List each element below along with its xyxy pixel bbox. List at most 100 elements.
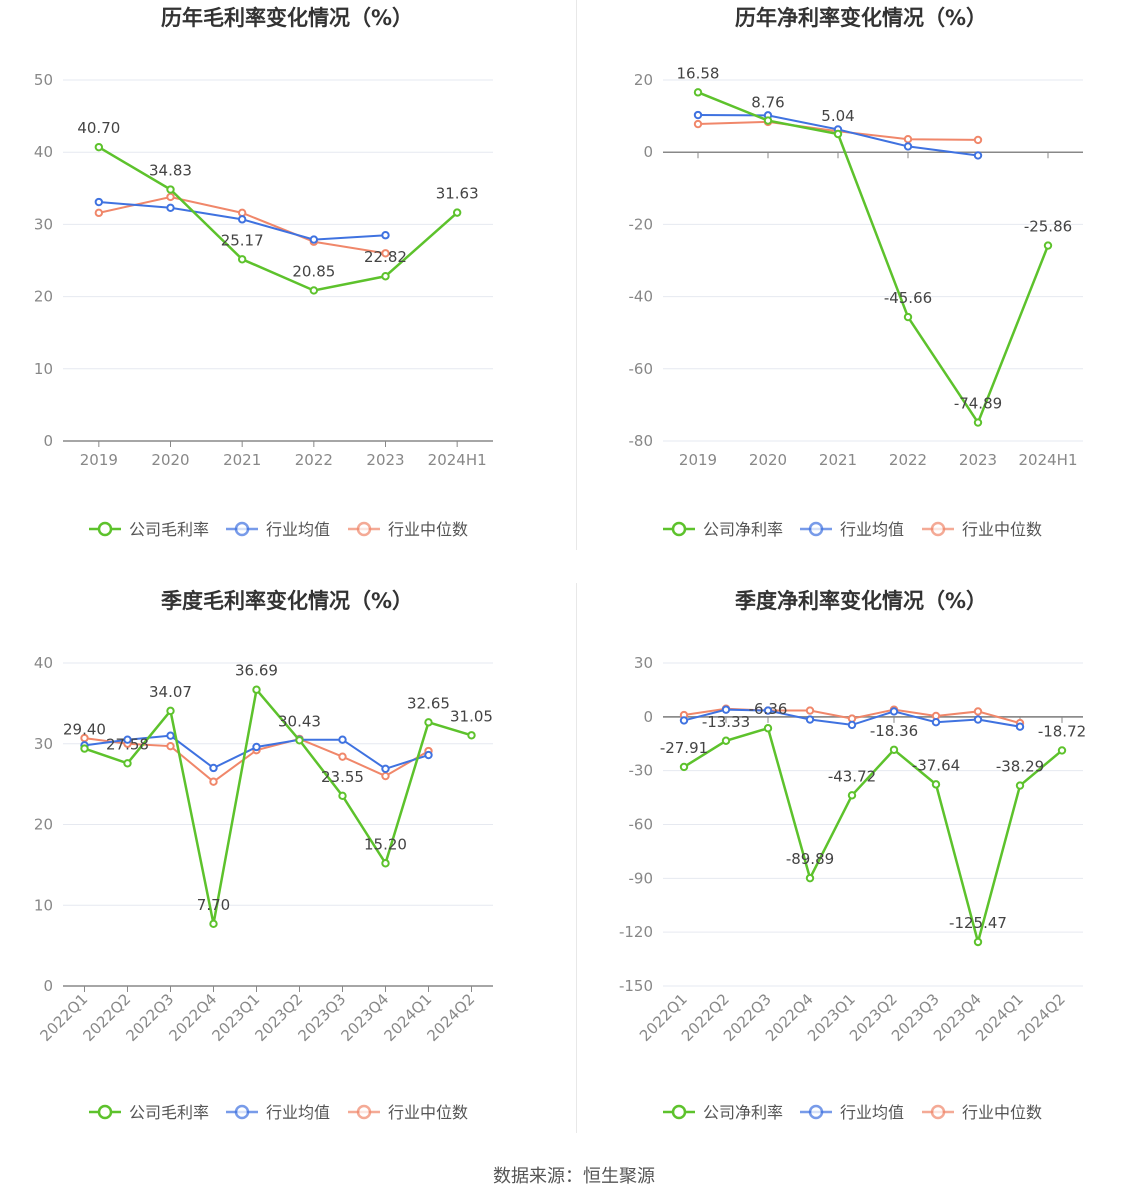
y-tick-label: -40 [629,288,654,306]
data-point-median [973,707,983,716]
data-point-company [889,745,899,754]
y-tick-label: -150 [619,977,653,995]
y-tick-label: 40 [34,654,53,672]
x-tick-label: 2020 [151,451,189,469]
legend-swatch-marker [356,521,372,537]
divider-top [576,0,577,550]
data-label: 20.85 [292,262,335,280]
x-tick-label: 2021 [819,451,857,469]
legend-item-avg[interactable]: 行业均值 [226,1103,330,1122]
data-point-avg [763,706,773,715]
data-point-company [1015,781,1025,790]
legend-item-avg[interactable]: 行业均值 [800,520,904,539]
y-tick-label: 20 [634,71,653,89]
legend-swatch-marker [671,521,687,537]
data-point-avg [424,750,433,760]
legend-swatch-marker [808,521,824,537]
y-tick-label: -80 [629,432,654,450]
legend-swatch-marker [671,1104,687,1120]
legend-swatch-marker [808,1104,824,1120]
data-point-company [295,736,304,745]
x-tick-label: 2024Q2 [424,990,479,1045]
data-point-company [1043,241,1053,250]
data-point-avg [931,718,941,727]
series-line-company [98,146,458,292]
data-source: 数据来源：恒生聚源 [493,1166,655,1187]
y-tick-label: 40 [34,143,53,161]
data-point-company [467,731,476,740]
y-tick-label: 50 [34,71,53,89]
x-tick-label: 2019 [80,451,118,469]
series-line-company [683,726,1063,947]
legend-item-median[interactable]: 行业中位数 [922,520,1042,539]
x-tick-label: 2024H1 [1019,451,1078,469]
y-tick-label: -90 [629,869,654,887]
y-tick-label: 20 [34,816,53,834]
legend-item-median[interactable]: 行业中位数 [348,1103,468,1122]
data-point-avg [381,764,390,773]
legend-item-avg[interactable]: 行业均值 [226,520,330,539]
data-point-avg [805,715,815,724]
data-label: 22.82 [364,248,407,266]
legend-item-company[interactable]: 公司毛利率 [89,520,209,539]
data-point-median [381,771,390,781]
data-point-company [693,88,703,97]
data-point-median [381,249,390,258]
data-label: -125.47 [949,914,1007,932]
series-line-company [84,686,472,925]
data-point-company [252,685,261,694]
data-label: -37.64 [912,756,960,774]
y-tick-label: -120 [619,923,653,941]
series-line-company [697,91,1050,426]
data-label: 36.69 [235,662,278,680]
data-point-company [1057,746,1067,755]
annual-gross-margin-svg: 历年毛利率变化情况（%） 0 10 20 30 40 50 2019 2020 2021 2022 2… [34,6,493,539]
data-label: 5.04 [821,107,854,125]
data-label: -18.36 [870,722,918,740]
chart-title: 季度净利率变化情况（%） [735,589,987,613]
y-tick-label: 30 [34,215,53,233]
chart-quarterly-gross-margin: 季度毛利率变化情况（%） 0 10 20 30 40 2022Q1 2022Q2 2022Q3 2… [0,583,574,1163]
data-label: -13.33 [702,713,750,731]
data-point-company [309,286,319,295]
legend-item-company[interactable]: 公司净利率 [663,520,783,539]
data-point-avg [973,715,983,724]
legend-item-avg[interactable]: 行业均值 [800,1103,904,1122]
legend-item-company[interactable]: 公司毛利率 [89,1103,209,1122]
y-tick-label: 0 [43,432,53,450]
legend-swatch-marker [97,1104,113,1120]
chart-title: 历年毛利率变化情况（%） [161,6,413,30]
legend-label: 行业均值 [840,1103,904,1122]
legend-item-median[interactable]: 行业中位数 [922,1103,1042,1122]
legend-item-company[interactable]: 公司净利率 [663,1103,783,1122]
data-label: -45.66 [884,289,932,307]
data-label: 40.70 [77,119,120,137]
legend-item-median[interactable]: 行业中位数 [348,520,468,539]
data-label: -89.89 [786,850,834,868]
data-point-company [805,873,815,883]
x-tick-label: 2022 [295,451,333,469]
data-point-avg [237,215,247,224]
data-point-avg [209,763,218,773]
data-point-avg [309,235,319,244]
data-label: 7.70 [197,896,230,914]
y-tick-label: 0 [43,977,53,995]
data-label: 8.76 [751,94,784,112]
data-label: 27.58 [106,735,149,753]
data-point-company [833,129,843,139]
data-point-company [80,744,89,753]
legend-label: 行业中位数 [962,520,1042,539]
y-tick-label: 30 [34,735,53,753]
y-tick-label: 0 [643,708,653,726]
data-label: -6.36 [749,700,788,718]
y-tick-label: 20 [34,288,53,306]
data-point-company [847,791,857,800]
legend-swatch-marker [234,521,250,537]
y-tick-label: 10 [34,360,53,378]
legend-label: 公司净利率 [703,520,783,539]
x-tick-label: 2024H1 [428,451,487,469]
x-tick-label: 2023 [959,451,997,469]
data-label: -27.91 [660,739,708,757]
data-point-median [338,752,347,761]
x-tick-label: 2023 [366,451,404,469]
